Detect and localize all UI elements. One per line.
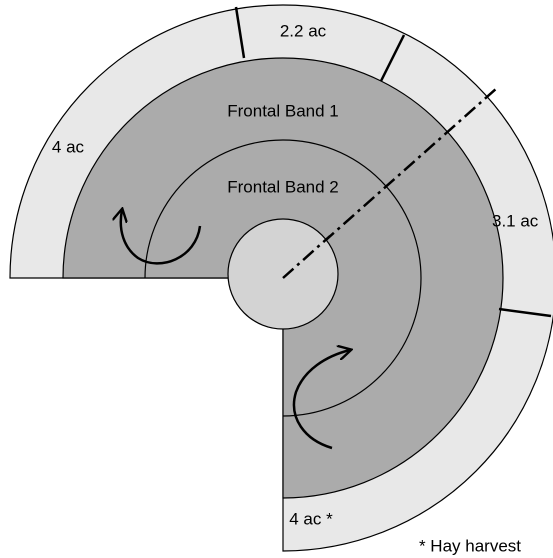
label: 4 ac: [52, 137, 85, 156]
frontal-band-2-boundary: [144, 139, 422, 417]
divider: [379, 34, 406, 82]
divider: [498, 307, 552, 318]
divider: [234, 6, 246, 59]
label: 3.1 ac: [492, 211, 539, 230]
footnote: * Hay harvest: [419, 536, 521, 555]
label: 4 ac *: [289, 509, 333, 528]
label: 2.2 ac: [280, 21, 327, 40]
dash-dot-line: [282, 235, 331, 279]
rotation-arrow: [292, 350, 350, 450]
hub: [227, 218, 339, 330]
rotation-arrow: [121, 210, 202, 265]
label: Frontal Band 1: [227, 101, 339, 120]
label: Frontal Band 2: [227, 177, 339, 196]
